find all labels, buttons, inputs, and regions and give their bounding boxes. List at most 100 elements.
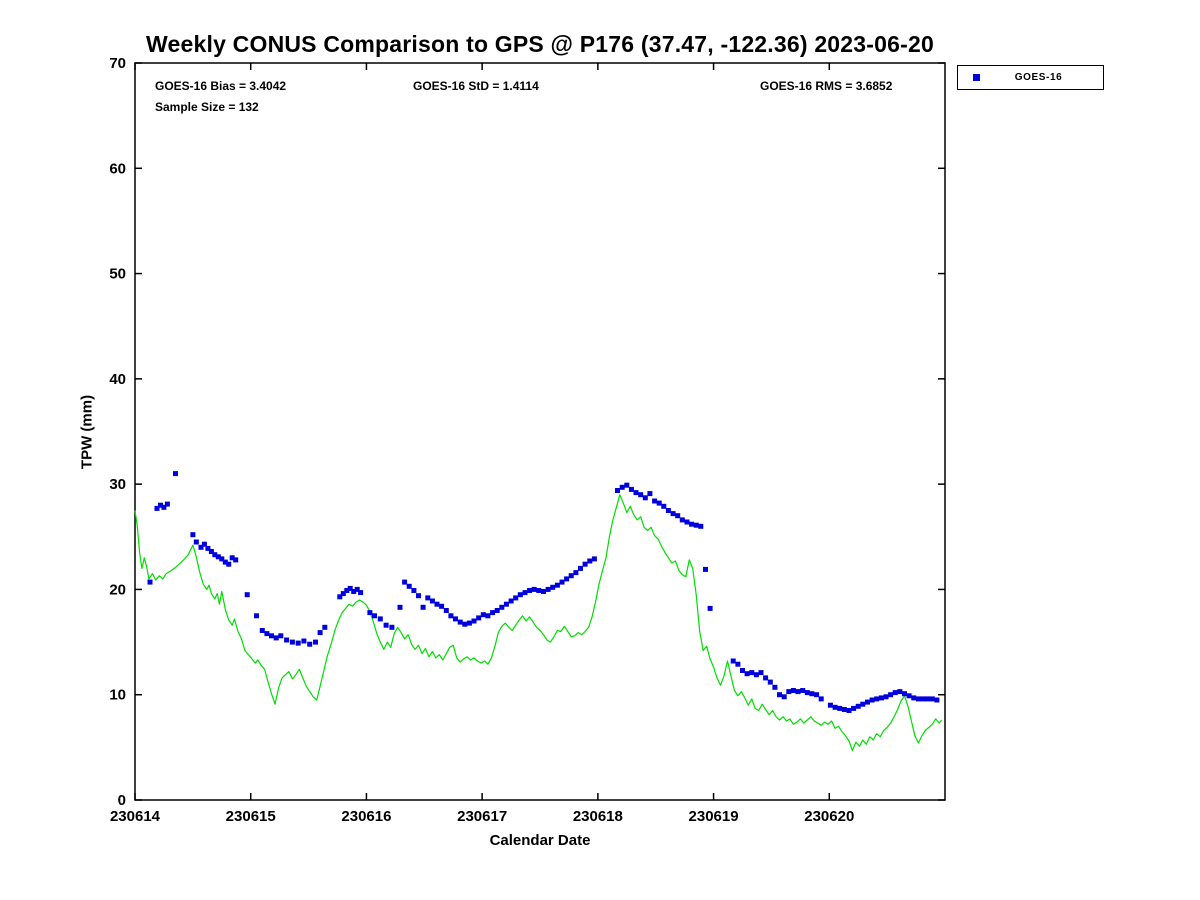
goes16-point <box>337 594 343 600</box>
goes16-point <box>568 573 574 579</box>
goes16-point <box>619 484 625 490</box>
goes16-point <box>541 589 546 594</box>
goes16-point <box>730 658 736 664</box>
goes16-point <box>351 589 357 594</box>
x-axis-label: Calendar Date <box>489 832 591 849</box>
goes16-point <box>554 582 560 588</box>
x-tick-label: 230619 <box>689 808 739 825</box>
goes16-point <box>406 583 412 589</box>
goes16-point <box>915 696 921 702</box>
goes16-point <box>624 482 630 488</box>
goes16-point <box>647 491 653 497</box>
goes16-point <box>289 639 295 645</box>
x-tick-label: 230620 <box>804 808 854 825</box>
x-tick-label: 230618 <box>573 808 623 825</box>
goes16-point <box>740 668 745 673</box>
goes16-point <box>531 586 537 592</box>
goes16-point <box>892 690 898 696</box>
goes16-point <box>837 705 843 711</box>
goes16-point <box>367 610 373 616</box>
goes16-point <box>735 661 741 667</box>
goes16-point <box>846 708 852 713</box>
goes16-point <box>642 495 648 501</box>
goes16-point <box>453 616 458 622</box>
goes16-point <box>264 631 270 637</box>
goes16-point <box>402 579 408 585</box>
goes16-point <box>383 622 389 628</box>
goes16-point <box>855 703 861 709</box>
goes16-point <box>215 554 221 560</box>
goes16-point <box>559 579 565 585</box>
goes16-point <box>201 541 207 547</box>
goes16-point <box>499 604 505 610</box>
chart-title: Weekly CONUS Comparison to GPS @ P176 (3… <box>146 31 934 57</box>
goes16-point <box>777 692 782 698</box>
goes16-point <box>219 556 225 562</box>
axes-box <box>134 62 946 801</box>
goes16-point <box>906 693 912 699</box>
goes16-point <box>814 692 820 698</box>
y-tick-label: 10 <box>109 687 126 704</box>
goes16-point <box>147 579 153 585</box>
goes16-point <box>416 593 421 599</box>
legend-entry-label: GOES-16 <box>1014 72 1063 83</box>
goes16-point <box>865 699 870 705</box>
goes16-point <box>878 695 884 701</box>
goes16-point <box>158 502 163 508</box>
goes16-point <box>222 559 228 565</box>
goes16-point <box>439 603 445 609</box>
goes16-point <box>198 544 204 550</box>
x-tick-label: 230614 <box>110 808 161 825</box>
x-tick-label: 230617 <box>457 808 507 825</box>
goes16-point <box>490 610 496 616</box>
goes16-point <box>411 588 417 593</box>
goes16-point <box>161 504 167 510</box>
goes16-point <box>809 691 815 697</box>
goes16-point <box>744 671 750 677</box>
goes16-point <box>679 517 685 523</box>
goes16-point <box>804 690 810 696</box>
goes16-point <box>443 608 449 613</box>
goes16-point <box>226 561 232 567</box>
goes16-point <box>781 694 787 700</box>
annotation-std: GOES-16 StD = 1.4114 <box>413 79 539 93</box>
y-tick-label: 0 <box>118 792 126 809</box>
goes16-point <box>494 608 500 613</box>
annotation-bias: GOES-16 Bias = 3.4042 <box>155 79 287 93</box>
goes16-point <box>652 498 658 504</box>
goes16-point <box>591 556 597 562</box>
x-tick-label: 230616 <box>341 808 391 825</box>
goes16-point <box>749 670 755 676</box>
goes16-point <box>205 545 211 551</box>
goes16-point <box>925 696 931 702</box>
y-tick-label: 70 <box>109 55 126 72</box>
goes16-point <box>786 689 792 695</box>
goes16-point <box>888 692 894 698</box>
goes16-point <box>513 595 519 601</box>
goes16-point <box>689 521 695 527</box>
goes16-point <box>920 696 926 702</box>
annotation-rms: GOES-16 RMS = 3.6852 <box>760 79 893 93</box>
legend-marker-square-icon <box>973 74 980 81</box>
goes16-point <box>841 707 847 712</box>
legend-box: GOES-16 <box>957 65 1104 90</box>
goes16-point <box>795 689 801 695</box>
goes16-point <box>661 503 667 509</box>
goes16-point <box>377 616 383 622</box>
goes16-point <box>347 585 353 591</box>
goes16-point <box>229 555 235 561</box>
goes16-point <box>545 586 551 592</box>
goes16-point <box>173 471 178 477</box>
goes16-point <box>902 691 907 697</box>
goes16-point <box>707 605 713 611</box>
goes16-point <box>675 513 681 519</box>
y-tick-label: 30 <box>109 476 126 493</box>
goes16-point <box>536 588 542 593</box>
goes16-point <box>753 672 759 678</box>
y-tick-label: 20 <box>109 581 126 598</box>
goes16-point <box>397 604 403 610</box>
goes16-point <box>208 549 214 554</box>
goes16-point <box>358 590 364 596</box>
goes16-point <box>874 696 880 702</box>
